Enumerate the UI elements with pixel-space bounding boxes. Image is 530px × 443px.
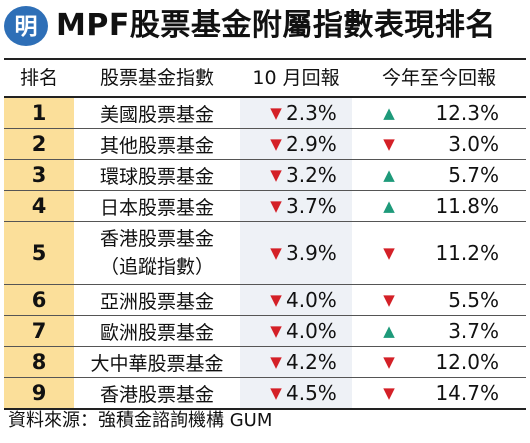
page-title: MPF股票基金附屬指數表現排名 (56, 8, 496, 43)
ytd-return-cell: ▼ 3.0% (352, 129, 526, 159)
ytd-return-value: 3.7% (448, 319, 499, 343)
index-name-line2: （追蹤指數） (99, 256, 214, 278)
ranking-table: 排名 股票基金指數 10 月回報 今年至今回報 1 美國股票基金 ▼ 2.3% ▲ 12.… (4, 58, 526, 409)
october-return-value: 4.2% (286, 350, 337, 374)
table-row: 3 環球股票基金 ▼ 3.2% ▲ 5.7% (4, 160, 526, 191)
table-row: 4 日本股票基金 ▼ 3.7% ▲ 11.8% (4, 191, 526, 222)
logo-text: 明 (14, 12, 38, 40)
index-name-cell: 美國股票基金 (99, 103, 214, 126)
october-return-cell: ▼ 4.0% (240, 285, 352, 315)
rank-cell: 2 (4, 129, 74, 159)
index-name-cell: 環球股票基金 (99, 165, 214, 188)
up-triangle-icon: ▲ (383, 165, 395, 184)
table-row: 1 美國股票基金 ▼ 2.3% ▲ 12.3% (4, 98, 526, 129)
down-triangle-icon: ▼ (270, 134, 282, 153)
table-header: 排名 股票基金指數 10 月回報 今年至今回報 (4, 58, 526, 98)
table-bottom-rule (4, 408, 526, 410)
down-triangle-icon: ▼ (270, 196, 282, 215)
table-body: 1 美國股票基金 ▼ 2.3% ▲ 12.3% 2 其他股票基金 ▼ 2.9% ▼ 3.0% 3 環球股票… (4, 98, 526, 409)
table-row: 5 香港股票基金 （追蹤指數） ▼ 3.9% ▼ 11.2% (4, 222, 526, 285)
ytd-return-value: 12.0% (435, 350, 499, 374)
october-return-cell: ▼ 4.0% (240, 316, 352, 346)
october-return-cell: ▼ 2.9% (240, 129, 352, 159)
up-triangle-icon: ▲ (383, 103, 395, 122)
column-header-ytd-return: 今年至今回報 (381, 67, 496, 89)
ytd-return-cell: ▼ 12.0% (352, 347, 526, 377)
up-triangle-icon: ▲ (383, 321, 395, 340)
index-name-cell: 其他股票基金 (99, 134, 214, 157)
table-row: 8 大中華股票基金 ▼ 4.2% ▼ 12.0% (4, 347, 526, 378)
ytd-return-cell: ▼ 14.7% (352, 378, 526, 408)
october-return-cell: ▼ 3.9% (240, 222, 352, 284)
october-return-value: 2.9% (286, 132, 337, 156)
source-note: 資料來源：強積金諮詢機構 GUM (8, 410, 273, 431)
up-triangle-icon: ▲ (383, 196, 395, 215)
rank-cell: 6 (4, 285, 74, 315)
ytd-return-value: 14.7% (435, 381, 499, 405)
down-triangle-icon: ▼ (270, 243, 282, 262)
down-triangle-icon: ▼ (383, 352, 395, 371)
down-triangle-icon: ▼ (270, 321, 282, 340)
ytd-return-value: 12.3% (435, 101, 499, 125)
rank-cell: 7 (4, 316, 74, 346)
down-triangle-icon: ▼ (270, 103, 282, 122)
table-row: 2 其他股票基金 ▼ 2.9% ▼ 3.0% (4, 129, 526, 160)
down-triangle-icon: ▼ (383, 134, 395, 153)
october-return-value: 4.0% (286, 288, 337, 312)
down-triangle-icon: ▼ (383, 383, 395, 402)
index-name-line1: 香港股票基金 (99, 228, 214, 250)
down-triangle-icon: ▼ (270, 290, 282, 309)
index-name-cell: 香港股票基金 (99, 383, 214, 406)
column-header-index: 股票基金指數 (99, 67, 214, 89)
october-return-value: 4.5% (286, 381, 337, 405)
ytd-return-cell: ▼ 5.5% (352, 285, 526, 315)
ytd-return-value: 11.2% (435, 241, 499, 265)
rank-cell: 9 (4, 378, 74, 408)
october-return-value: 3.9% (286, 241, 337, 265)
index-name-cell: 大中華股票基金 (90, 352, 224, 375)
october-return-value: 4.0% (286, 319, 337, 343)
october-return-value: 3.2% (286, 163, 337, 187)
rank-cell: 5 (4, 222, 74, 284)
october-return-cell: ▼ 4.2% (240, 347, 352, 377)
index-name-cell: 歐洲股票基金 (99, 321, 214, 344)
rank-cell: 8 (4, 347, 74, 377)
ytd-return-cell: ▲ 5.7% (352, 160, 526, 190)
table-row: 9 香港股票基金 ▼ 4.5% ▼ 14.7% (4, 378, 526, 409)
down-triangle-icon: ▼ (270, 383, 282, 402)
table-row: 7 歐洲股票基金 ▼ 4.0% ▲ 3.7% (4, 316, 526, 347)
ytd-return-cell: ▲ 11.8% (352, 191, 526, 221)
down-triangle-icon: ▼ (270, 165, 282, 184)
down-triangle-icon: ▼ (270, 352, 282, 371)
index-name-cell: 亞洲股票基金 (99, 290, 214, 313)
index-name-cell: 日本股票基金 (99, 196, 214, 219)
rank-cell: 4 (4, 191, 74, 221)
index-name-cell: 香港股票基金 （追蹤指數） (74, 222, 240, 284)
october-return-value: 3.7% (286, 194, 337, 218)
header: 明 MPF股票基金附屬指數表現排名 (0, 0, 530, 56)
ytd-return-value: 11.8% (435, 194, 499, 218)
column-header-october-return: 10 月回報 (252, 67, 340, 89)
table-row: 6 亞洲股票基金 ▼ 4.0% ▼ 5.5% (4, 285, 526, 316)
rank-cell: 3 (4, 160, 74, 190)
ytd-return-cell: ▼ 11.2% (352, 222, 526, 284)
ytd-return-value: 3.0% (448, 132, 499, 156)
october-return-cell: ▼ 3.7% (240, 191, 352, 221)
october-return-value: 2.3% (286, 101, 337, 125)
column-header-rank: 排名 (19, 67, 58, 89)
down-triangle-icon: ▼ (383, 290, 395, 309)
logo: 明 (4, 6, 48, 46)
october-return-cell: ▼ 2.3% (240, 98, 352, 128)
rank-cell: 1 (4, 98, 74, 128)
ytd-return-value: 5.5% (448, 288, 499, 312)
ytd-return-value: 5.7% (448, 163, 499, 187)
down-triangle-icon: ▼ (383, 243, 395, 262)
october-return-cell: ▼ 4.5% (240, 378, 352, 408)
october-return-cell: ▼ 3.2% (240, 160, 352, 190)
ytd-return-cell: ▲ 3.7% (352, 316, 526, 346)
ytd-return-cell: ▲ 12.3% (352, 98, 526, 128)
